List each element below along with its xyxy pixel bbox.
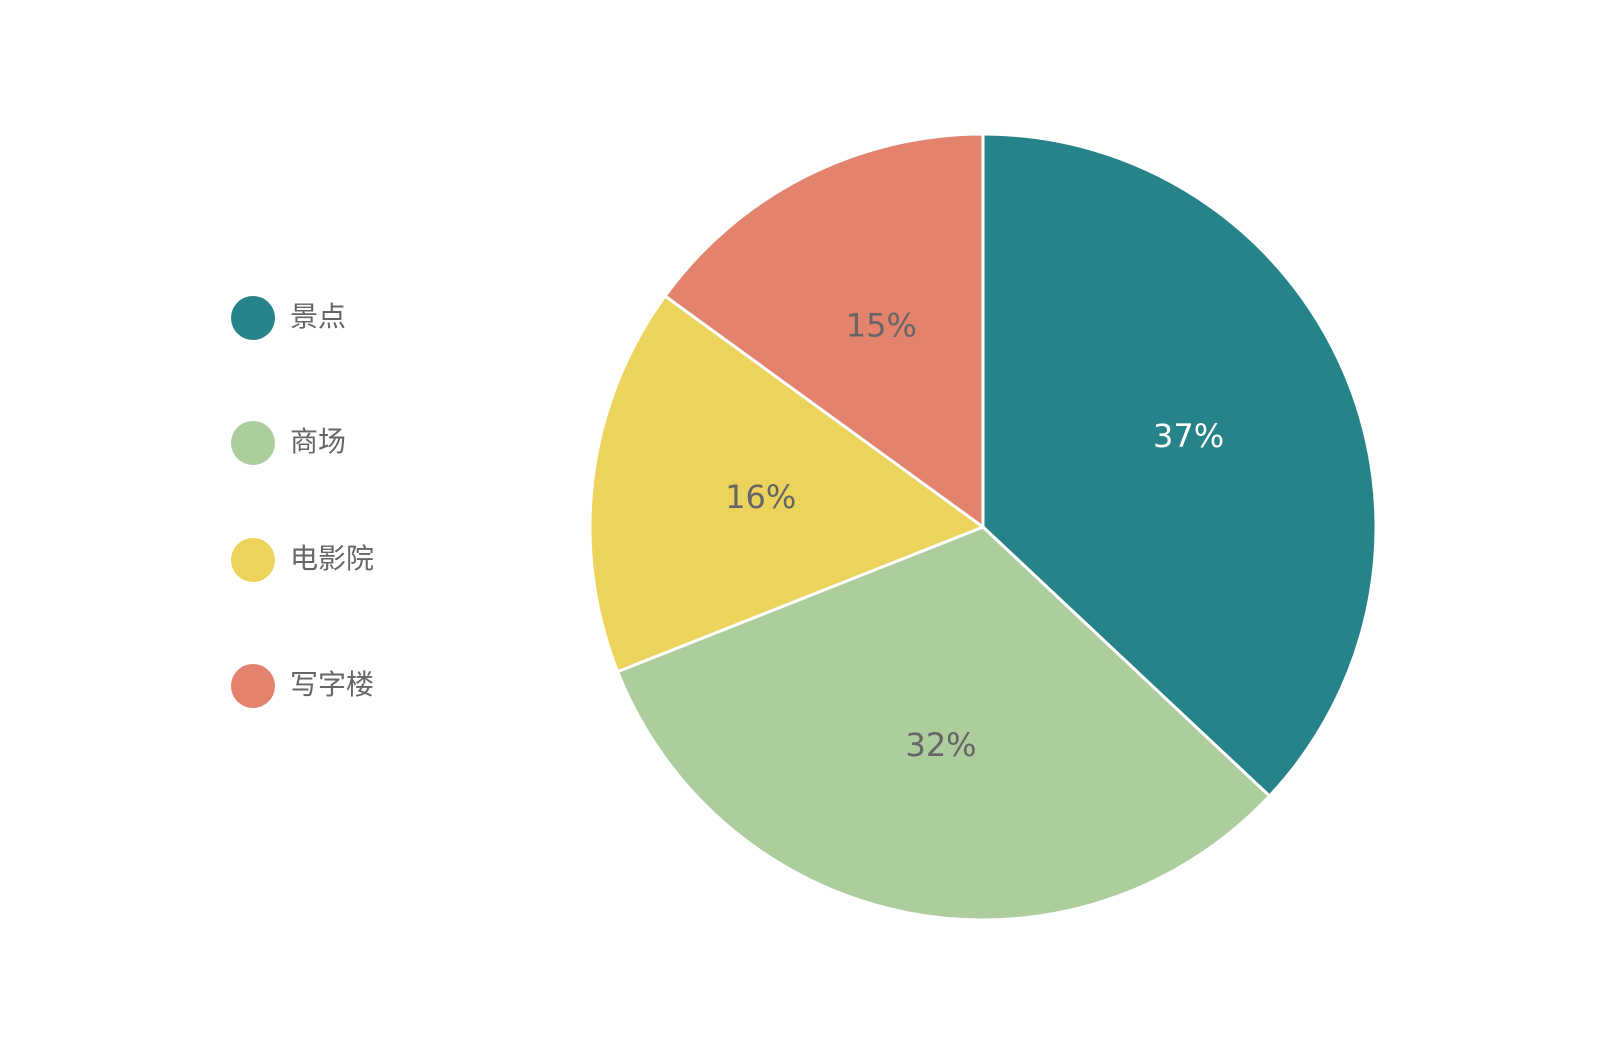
slice-label: 15% (846, 306, 917, 344)
slice-label: 32% (905, 726, 976, 764)
pie-slice (981, 132, 1378, 799)
legend-label: 商场 (290, 425, 346, 458)
legend-marker (231, 664, 275, 708)
legend-marker (231, 296, 275, 340)
legend-marker (231, 421, 275, 465)
slice-label: 16% (725, 478, 796, 516)
pie-slice (588, 293, 987, 674)
slice-label: 37% (1153, 417, 1224, 455)
legend-marker (231, 538, 275, 582)
pie-slice (662, 132, 985, 530)
legend-label: 写字楼 (290, 668, 374, 701)
legend-label: 景点 (290, 300, 346, 333)
legend-label: 电影院 (290, 542, 374, 575)
pie-slice (615, 525, 1272, 922)
